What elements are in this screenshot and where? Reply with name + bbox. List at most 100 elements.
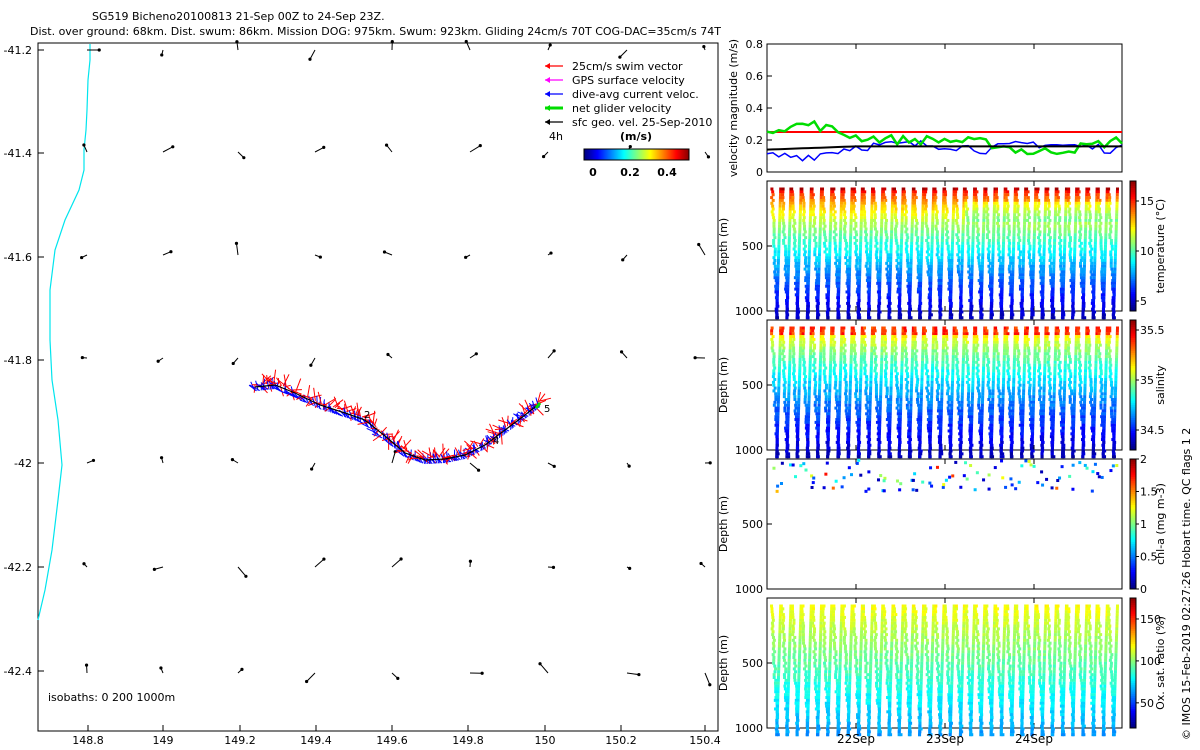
sal-sample-point (807, 392, 811, 396)
temp-sample-point (848, 241, 852, 245)
temp-sample-point (909, 270, 913, 274)
dive-avg-current-vector (513, 413, 524, 421)
temp-sample-point (1070, 261, 1074, 265)
sal-sample-point (857, 418, 861, 422)
temp-sample-point (869, 230, 873, 234)
sal-sample-point (886, 406, 890, 410)
temp-sample-point (1113, 253, 1117, 257)
swim-vector (464, 440, 474, 450)
temp-sample-point (884, 224, 888, 228)
temp-sample-point (1020, 313, 1024, 317)
temp-sample-point (793, 276, 797, 280)
temp-sample-point (989, 304, 993, 308)
sal-sample-point (832, 360, 836, 364)
temp-sample-point (1002, 241, 1006, 245)
temp-sample-point (998, 279, 1002, 283)
temp-sample-point (835, 267, 839, 271)
temp-sample-point (899, 253, 903, 257)
sal-sample-point (813, 403, 817, 407)
surface-velocity-arrow (237, 566, 247, 577)
temp-sample-point (775, 310, 779, 314)
temp-sample-point (942, 198, 946, 202)
temp-sample-point (1099, 247, 1103, 251)
temp-sample-point (851, 193, 855, 197)
sal-sample-point (791, 372, 795, 376)
temp-sample-point (869, 227, 873, 231)
temp-sample-point (838, 264, 842, 268)
temp-sample-point (924, 218, 928, 222)
sal-sample-point (878, 420, 882, 424)
temp-sample-point (775, 304, 779, 308)
dive-avg-current-vector (287, 391, 299, 399)
temp-sample-point (827, 270, 831, 274)
temp-sample-point (940, 253, 944, 257)
temp-sample-point (811, 213, 815, 217)
temp-sample-point (982, 224, 986, 228)
temp-sample-point (848, 247, 852, 251)
sal-sample-point (847, 415, 851, 419)
temp-sample-point (878, 284, 882, 288)
temp-sample-point (896, 281, 900, 285)
sal-sample-point (838, 400, 842, 404)
temp-sample-point (1002, 221, 1006, 225)
temp-sample-point (780, 198, 784, 202)
temp-sample-point (1083, 241, 1087, 245)
sal-sample-point (849, 375, 853, 379)
temp-sample-point (975, 207, 979, 211)
surface-velocity-arrowhead (244, 574, 248, 578)
sal-sample-point (797, 392, 801, 396)
temp-sample-point (1058, 227, 1062, 231)
temp-sample-point (903, 224, 907, 228)
temp-sample-point (809, 210, 813, 214)
temp-sample-point (797, 259, 801, 262)
sal-sample-point (788, 363, 792, 367)
temp-sample-point (855, 273, 859, 277)
temp-sample-point (865, 233, 869, 237)
temp-sample-point (772, 224, 776, 228)
temp-sample-point (787, 236, 791, 240)
temp-sample-point (958, 273, 962, 277)
temp-sample-point (1078, 213, 1082, 217)
sal-sample-point (782, 372, 786, 376)
temp-sample-point (978, 273, 982, 277)
colorbar-swatch (626, 149, 628, 160)
sal-sample-point (845, 418, 849, 422)
temp-sample-point (996, 216, 1000, 220)
temp-sample-point (1091, 310, 1095, 314)
temp-sample-point (938, 310, 942, 314)
sal-sample-point (852, 346, 856, 350)
temp-sample-point (920, 227, 924, 231)
temp-sample-point (896, 247, 900, 251)
colorbar-swatch (590, 149, 592, 160)
temp-sample-point (1052, 261, 1056, 265)
temp-sample-point (937, 284, 941, 288)
sal-sample-point (826, 443, 830, 447)
temp-sample-point (843, 201, 847, 205)
temp-sample-point (1008, 264, 1012, 268)
sal-sample-point (844, 380, 848, 384)
temp-sample-point (879, 250, 883, 254)
temp-sample-point (884, 221, 888, 225)
temp-sample-point (830, 193, 834, 197)
sal-sample-point (859, 360, 863, 364)
temp-sample-point (796, 276, 800, 280)
temp-sample-point (1054, 201, 1058, 205)
temp-sample-point (873, 224, 877, 228)
temp-sample-point (951, 227, 955, 231)
sal-sample-point (886, 400, 890, 404)
temp-sample-point (819, 218, 823, 222)
temp-sample-point (882, 201, 886, 205)
temp-sample-point (1090, 261, 1094, 265)
temp-sample-point (1108, 213, 1112, 217)
temp-sample-point (990, 270, 994, 274)
temp-sample-point (843, 216, 847, 220)
temp-sample-point (946, 230, 950, 234)
temp-sample-point (820, 193, 824, 197)
sal-sample-point (838, 383, 842, 387)
sal-sample-point (889, 375, 893, 379)
surface-velocity-arrowhead (386, 352, 390, 357)
surface-velocity-arrowhead (159, 666, 163, 670)
temp-sample-point (838, 250, 842, 254)
temp-sample-point (800, 187, 804, 191)
temp-sample-point (971, 230, 975, 234)
